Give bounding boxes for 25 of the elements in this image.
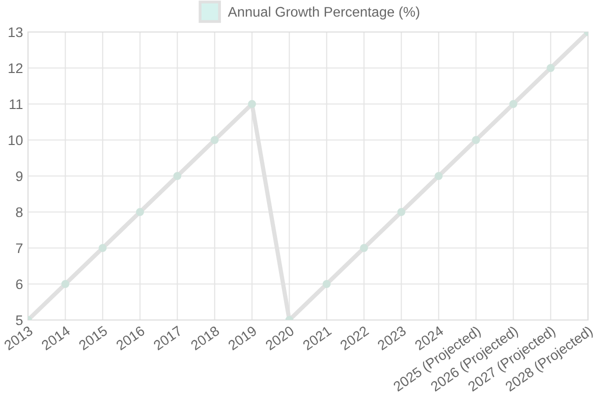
y-tick-label: 7 bbox=[16, 243, 22, 254]
y-tick-label: 12 bbox=[8, 63, 22, 74]
point bbox=[210, 136, 219, 144]
x-tick-label: 2021 bbox=[302, 326, 332, 351]
y-tick-label: 13 bbox=[8, 27, 23, 38]
line-series bbox=[28, 32, 588, 320]
point bbox=[434, 172, 443, 180]
point bbox=[397, 208, 406, 216]
y-tick-label: 9 bbox=[16, 171, 22, 182]
point bbox=[509, 100, 518, 108]
point bbox=[360, 244, 368, 252]
point bbox=[546, 64, 555, 72]
y-tick-label: 8 bbox=[16, 207, 23, 218]
point bbox=[136, 208, 144, 216]
point bbox=[61, 280, 70, 288]
legend-label: Annual Growth Percentage (%) bbox=[228, 6, 420, 20]
y-tick-label: 10 bbox=[8, 135, 23, 146]
y-tick-label: 11 bbox=[10, 99, 22, 110]
point bbox=[472, 136, 480, 144]
y-tick-label: 6 bbox=[16, 279, 23, 290]
y-tick-label: 5 bbox=[16, 315, 23, 326]
point bbox=[248, 100, 256, 108]
point bbox=[173, 172, 182, 180]
point bbox=[98, 244, 107, 252]
point bbox=[322, 280, 331, 288]
